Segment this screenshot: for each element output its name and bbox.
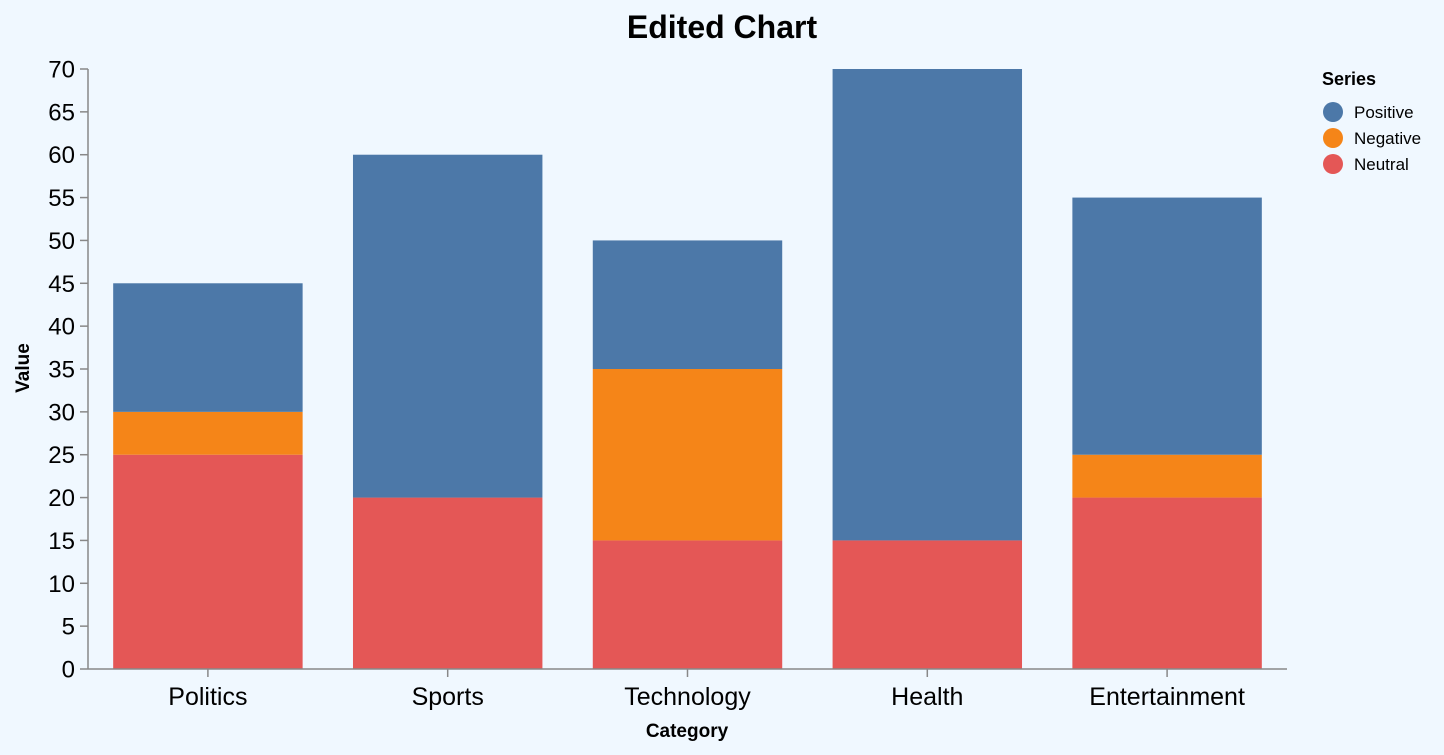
y-tick-label: 20	[48, 485, 75, 512]
bar-health-neutral	[832, 540, 1023, 669]
x-tick-label-technology: Technology	[624, 683, 751, 711]
bars-layer	[113, 69, 1262, 669]
y-tick-label: 35	[48, 357, 75, 384]
bar-politics-negative	[113, 411, 303, 455]
legend-label-neutral: Neutral	[1354, 155, 1409, 174]
y-tick-label: 15	[48, 528, 75, 555]
bar-politics-positive	[113, 283, 303, 412]
x-tick-label-sports: Sports	[412, 683, 484, 711]
legend: Series Positive Negative Neutral	[1322, 69, 1421, 174]
bar-politics-neutral	[113, 454, 303, 669]
y-tick-label: 65	[48, 99, 75, 126]
y-tick-label: 70	[48, 57, 75, 84]
legend-swatch-positive	[1323, 102, 1343, 122]
x-tick-label-entertainment: Entertainment	[1089, 683, 1245, 711]
y-tick-label: 40	[48, 314, 75, 341]
x-axis: Politics Sports Technology Health Entertainm…	[88, 668, 1287, 711]
bar-sports-positive	[352, 154, 543, 498]
bar-entertainment-neutral	[1072, 497, 1262, 669]
y-tick-label: 0	[62, 657, 75, 684]
legend-swatch-neutral	[1323, 154, 1343, 174]
legend-items: Positive Negative Neutral	[1323, 102, 1421, 174]
bar-health-positive	[832, 69, 1023, 541]
y-tick-label: 55	[48, 185, 75, 212]
y-tick-label: 60	[48, 142, 75, 169]
legend-swatch-negative	[1323, 128, 1343, 148]
x-tick-label-politics: Politics	[168, 683, 247, 711]
y-tick-label: 30	[48, 399, 75, 426]
y-axis: 0 5 10 15 20 25 30 35 40 45 50 55 60 65 70	[48, 57, 89, 684]
bar-entertainment-negative	[1072, 454, 1262, 498]
y-tick-label: 50	[48, 228, 75, 255]
y-tick-label: 45	[48, 271, 75, 298]
bar-technology-negative	[592, 369, 783, 541]
bar-entertainment-positive	[1072, 197, 1262, 455]
x-axis-title: Category	[646, 721, 729, 742]
y-tick-label: 25	[48, 442, 75, 469]
legend-label-positive: Positive	[1354, 103, 1414, 122]
chart-title: Edited Chart	[627, 9, 818, 45]
bar-sports-neutral	[352, 497, 543, 669]
x-tick-label-health: Health	[891, 683, 963, 711]
legend-title: Series	[1322, 69, 1376, 89]
y-axis-title: Value	[13, 343, 34, 393]
bar-technology-neutral	[592, 540, 783, 669]
y-tick-label: 5	[62, 614, 75, 641]
bar-technology-positive	[592, 240, 783, 369]
y-tick-label: 10	[48, 571, 75, 598]
legend-label-negative: Negative	[1354, 129, 1421, 148]
